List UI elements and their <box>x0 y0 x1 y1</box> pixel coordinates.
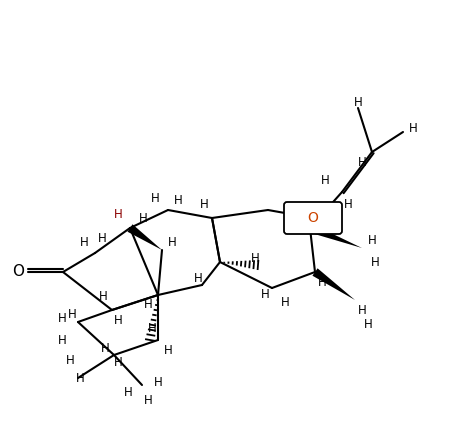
Polygon shape <box>127 224 162 250</box>
Text: H: H <box>76 372 84 384</box>
Text: H: H <box>124 385 132 399</box>
Text: H: H <box>151 191 159 205</box>
Text: O: O <box>308 211 318 225</box>
Text: H: H <box>154 376 162 388</box>
Text: H: H <box>321 174 329 186</box>
Text: H: H <box>344 198 352 211</box>
Text: H: H <box>280 296 289 310</box>
Text: H: H <box>368 234 376 247</box>
Text: H: H <box>364 319 372 332</box>
Text: H: H <box>148 321 156 335</box>
Text: H: H <box>101 341 109 355</box>
Text: H: H <box>58 312 67 324</box>
Text: H: H <box>144 393 152 406</box>
Text: H: H <box>251 251 260 264</box>
Text: H: H <box>173 194 183 206</box>
Text: H: H <box>354 96 362 109</box>
Text: H: H <box>357 303 366 316</box>
Text: H: H <box>114 313 122 327</box>
Text: H: H <box>260 288 270 302</box>
Polygon shape <box>308 224 362 248</box>
Text: H: H <box>80 235 88 248</box>
Text: H: H <box>200 198 208 211</box>
Text: H: H <box>114 209 122 222</box>
Text: H: H <box>99 291 107 303</box>
Text: H: H <box>357 155 366 169</box>
Text: H: H <box>98 231 106 244</box>
Text: H: H <box>58 333 67 347</box>
Text: O: O <box>12 264 24 279</box>
Text: H: H <box>139 211 147 224</box>
Text: H: H <box>193 271 202 284</box>
Text: H: H <box>168 236 176 250</box>
Text: H: H <box>114 356 122 368</box>
Polygon shape <box>313 268 355 300</box>
Text: H: H <box>66 353 74 367</box>
Text: H: H <box>371 255 379 268</box>
Text: H: H <box>164 344 173 356</box>
Text: H: H <box>318 275 326 288</box>
Text: H: H <box>67 308 77 321</box>
FancyBboxPatch shape <box>284 202 342 234</box>
Text: H: H <box>144 299 152 312</box>
Text: H: H <box>409 121 417 134</box>
